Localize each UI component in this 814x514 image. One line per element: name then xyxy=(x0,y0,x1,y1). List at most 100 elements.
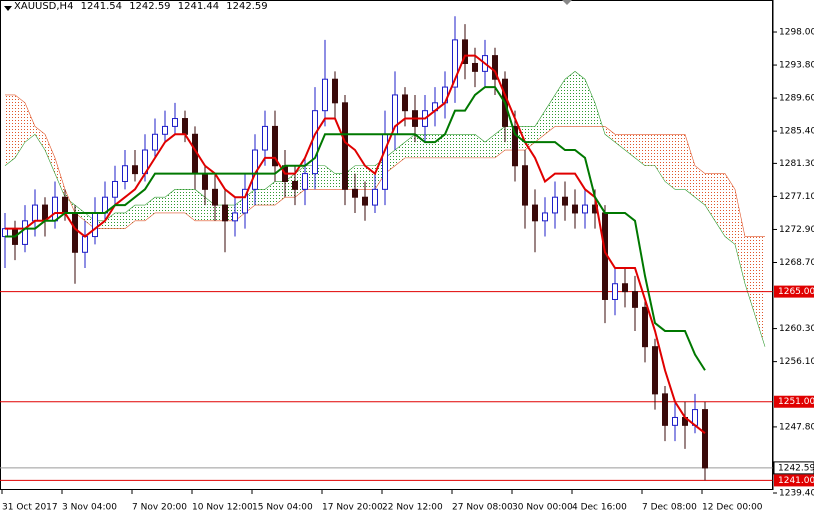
cloud-segment xyxy=(585,79,595,127)
candle-body xyxy=(272,125,278,167)
cloud-segment xyxy=(115,212,125,229)
cloud-segment xyxy=(155,197,165,213)
cloud-segment xyxy=(15,94,25,158)
cloud-segment xyxy=(695,165,705,206)
cloud-segment xyxy=(265,181,275,206)
candle-body xyxy=(612,283,618,300)
cloud-segment xyxy=(445,134,455,158)
cloud-segment xyxy=(5,94,15,166)
cloud-segment xyxy=(205,197,215,221)
cloud-segment xyxy=(275,181,285,206)
cloud-segment xyxy=(455,134,465,158)
candle-body xyxy=(62,196,68,214)
x-tick-label: 7 Dec 08:00 xyxy=(642,503,697,513)
candle-body xyxy=(462,39,468,64)
shift-marker xyxy=(562,0,572,5)
candle-body xyxy=(532,204,538,222)
x-tick-label: 7 Nov 20:00 xyxy=(132,503,187,513)
candle-body xyxy=(322,78,328,112)
cloud-segment xyxy=(575,71,585,127)
y-tick-label: 1298.00 xyxy=(779,28,814,38)
plot-frame xyxy=(0,0,773,490)
cloud-segment xyxy=(35,126,45,151)
cloud-segment xyxy=(665,134,675,190)
y-tick-label: 1277.10 xyxy=(779,192,814,202)
candle-body xyxy=(92,212,98,238)
candle-body xyxy=(152,133,158,151)
x-tick-label: 4 Dec 16:00 xyxy=(572,503,627,513)
candle-body xyxy=(512,125,518,167)
candle-body xyxy=(352,188,358,198)
candle-body xyxy=(362,196,368,206)
candle-body xyxy=(542,212,548,222)
candle-body xyxy=(112,180,118,198)
candle-body xyxy=(242,188,248,214)
candle-body xyxy=(292,180,298,190)
cloud-segment xyxy=(525,126,535,151)
candle-body xyxy=(522,165,528,206)
level-price-box xyxy=(774,474,814,487)
candle-body xyxy=(122,165,128,182)
x-tick-label: 3 Nov 04:00 xyxy=(62,503,117,513)
y-tick-label: 1281.30 xyxy=(779,159,814,169)
y-tick-label: 1268.70 xyxy=(779,258,814,268)
cloud-segment xyxy=(25,102,35,143)
candle-body xyxy=(222,204,228,222)
cloud-segment xyxy=(685,134,695,198)
header-open: 1241.54 xyxy=(80,1,122,12)
cloud-segment xyxy=(395,142,405,166)
y-tick-label: 1239.40 xyxy=(779,488,814,498)
header-close: 1242.59 xyxy=(226,1,268,12)
last-price-label: 1242.59 xyxy=(778,463,814,473)
cloud-segment xyxy=(615,134,625,151)
candle-body xyxy=(402,94,408,112)
candle-body xyxy=(132,165,138,175)
candle-body xyxy=(582,204,588,214)
candle-body xyxy=(182,118,188,135)
candle-body xyxy=(202,173,208,190)
x-tick-label: 15 Nov 04:00 xyxy=(252,503,313,513)
candle-body xyxy=(162,125,168,135)
header-low: 1241.44 xyxy=(177,1,220,12)
candle-body xyxy=(382,133,388,190)
x-tick-label: 17 Nov 20:00 xyxy=(322,503,383,513)
candle-body xyxy=(562,196,568,206)
cloud-segment xyxy=(635,134,645,166)
candle-body xyxy=(452,39,458,88)
candle-body xyxy=(332,78,338,104)
cloud-segment xyxy=(605,126,615,143)
candle-body xyxy=(72,212,78,253)
candle-body xyxy=(372,188,378,206)
cloud-segment xyxy=(425,134,435,158)
kijun-line xyxy=(5,86,706,371)
candle-body xyxy=(622,283,628,293)
y-tick-label: 1272.90 xyxy=(779,225,814,235)
level-price-box xyxy=(774,395,814,408)
candle-body xyxy=(342,102,348,190)
chart-header: XAUUSD,H4 1241.54 1242.59 1241.44 1242.5… xyxy=(14,1,272,12)
cloud-segment xyxy=(565,71,575,127)
candle-body xyxy=(652,346,658,395)
cloud-segment xyxy=(675,134,685,190)
cloud-segment xyxy=(715,173,725,237)
level-price-label: 1251.00 xyxy=(778,397,814,407)
cloud-segment xyxy=(255,189,265,206)
candle-body xyxy=(572,204,578,214)
candle-body xyxy=(302,173,308,190)
candle-body xyxy=(672,416,678,426)
candle-body xyxy=(212,188,218,206)
candle-body xyxy=(702,409,708,469)
x-tick-label: 27 Nov 08:00 xyxy=(452,503,513,513)
candle-body xyxy=(232,212,238,222)
cloud-segment xyxy=(545,94,555,135)
candle-body xyxy=(642,306,648,348)
y-tick-label: 1293.80 xyxy=(779,61,814,71)
cloud-segment xyxy=(645,134,655,166)
cloud-segment xyxy=(135,205,145,221)
last-price-box xyxy=(773,461,814,475)
level-price-box xyxy=(774,285,814,298)
cloud-segment xyxy=(185,189,195,221)
candle-body xyxy=(312,110,318,175)
menu-arrow xyxy=(4,6,12,11)
